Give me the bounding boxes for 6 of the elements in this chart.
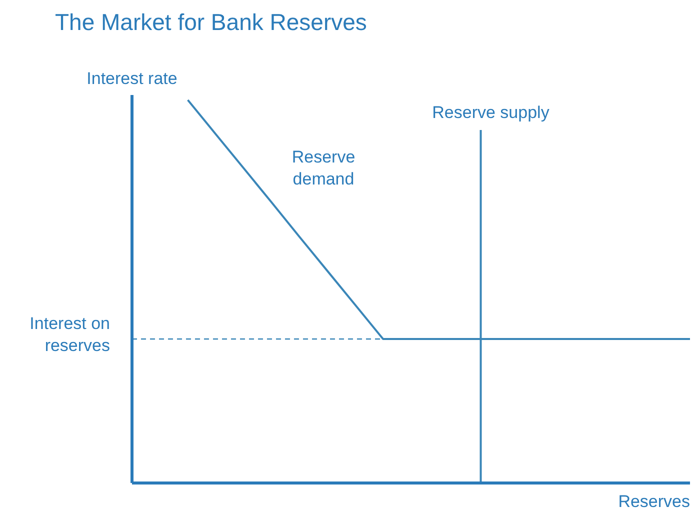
series-label: Reserve demand <box>292 147 356 188</box>
annotation: Reserve supply <box>432 103 550 122</box>
x-axis-title: Reserves <box>618 492 690 511</box>
ref-line-label: Interest on reserves <box>30 314 110 355</box>
chart-title: The Market for Bank Reserves <box>55 9 367 35</box>
y-axis-title: Interest rate <box>86 69 178 88</box>
